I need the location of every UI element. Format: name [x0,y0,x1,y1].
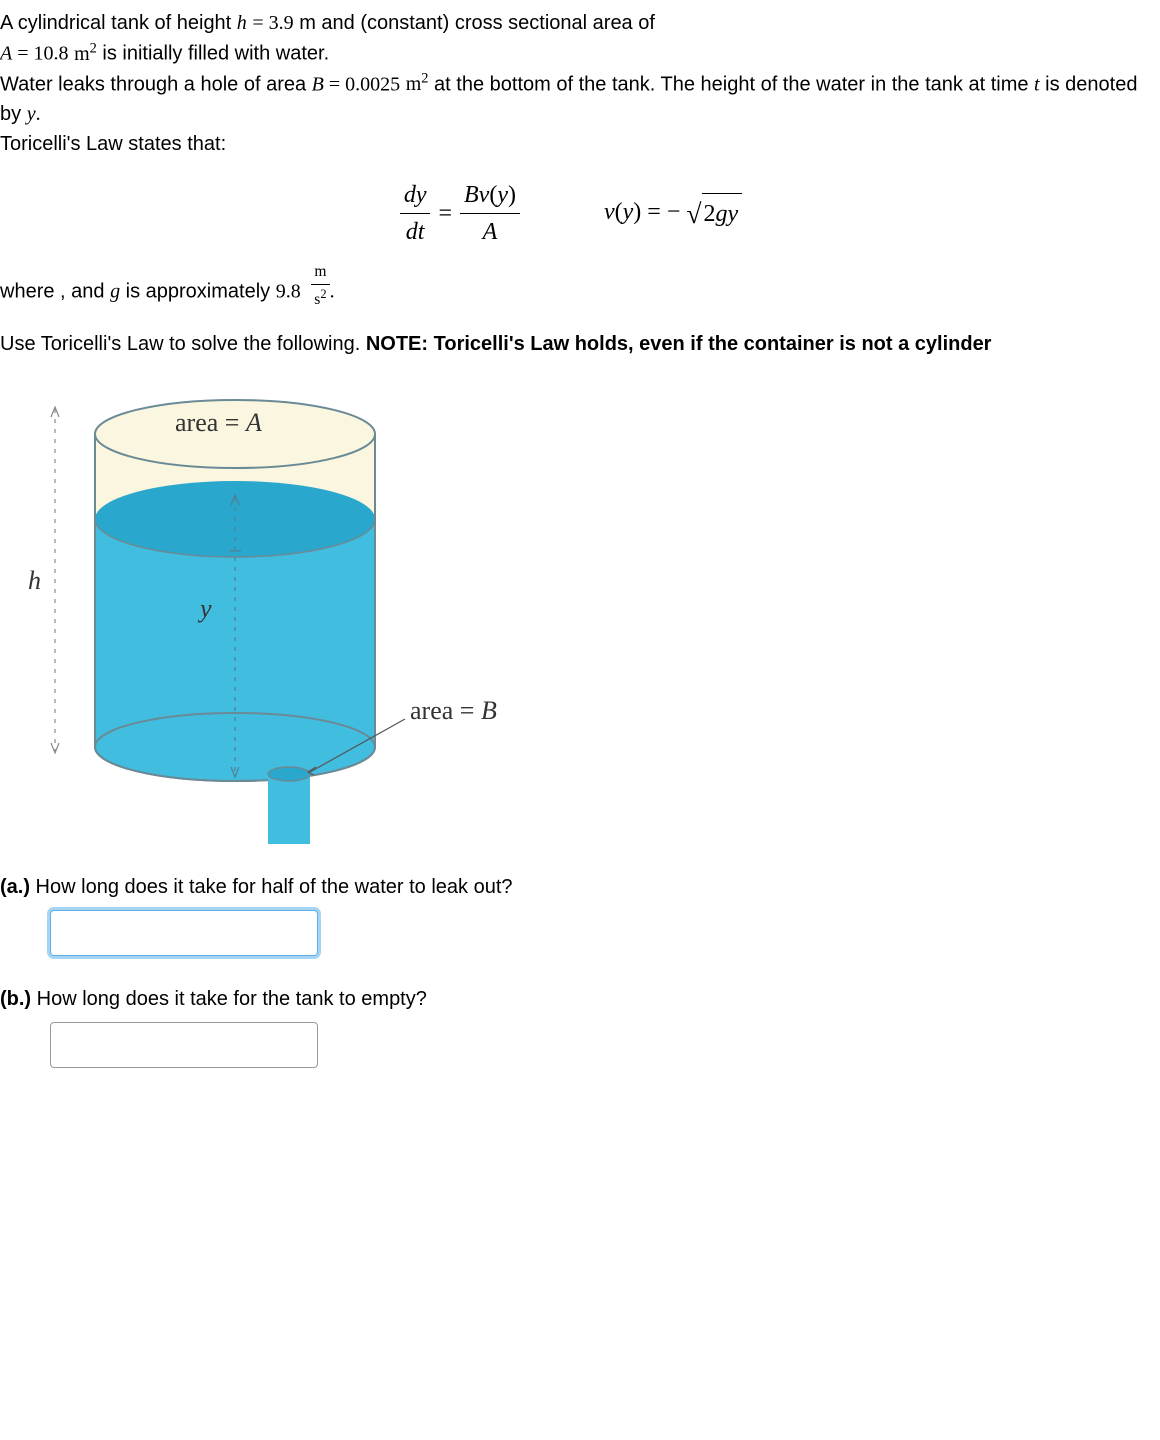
eq-sign: = [12,43,33,65]
vy: v [604,199,615,225]
eq-sign: = [438,201,458,227]
unit-ms2: ms2 [306,281,329,303]
frac-Bv-A: Bv(y) A [460,177,520,250]
question-b: (b.) How long does it take for the tank … [0,984,1140,1014]
var-g: g [110,281,120,303]
period: . [330,281,335,303]
problem-text: A cylindrical tank of height h = 3.9 m a… [0,8,1140,159]
qb-label: (b.) [0,988,31,1010]
eq-sign: = [324,73,345,95]
where-line: where , and g is approximately 9.8 ms2. [0,260,1140,311]
paren: ( [615,199,623,225]
period: . [36,103,41,125]
val-B: 0.0025 [345,73,400,95]
where-text: where , and [0,281,110,303]
equation-line: dy dt = Bv(y) A v(y) = − √2gy [0,177,1140,250]
intro-text: at the bottom of the tank. The height of… [429,73,1035,95]
var-A: A [0,43,12,65]
unit-m2: m2 [74,43,97,65]
svg-text:h: h [28,566,41,595]
var-y: y [623,199,634,225]
unit-m2: m2 [406,73,429,95]
tank-diagram: h area = A y area = B [10,379,1140,858]
svg-text:area = A: area = A [175,408,262,437]
question-a: (a.) How long does it take for half of t… [0,872,1140,902]
eq-sign: = [252,12,268,34]
val-h: 3.9 [269,12,294,34]
answer-input-a[interactable] [50,910,318,956]
svg-text:area = B: area = B [410,696,497,725]
solve-note: NOTE: Toricelli's Law holds, even if the… [366,333,992,355]
svg-text:y: y [197,594,212,623]
val-g: 9.8 [276,281,301,303]
solve-line: Use Toricelli's Law to solve the followi… [0,329,1140,359]
intro-text: Water leaks through a hole of area [0,73,312,95]
qb-text: How long does it take for the tank to em… [31,988,427,1010]
var-h: h [237,12,247,34]
where-text: is approximately [120,281,276,303]
frac-dy-dt: dy dt [400,177,431,250]
sqrt-2gy: √2gy [686,193,742,235]
qa-text: How long does it take for half of the wa… [30,876,513,898]
var-B: B [312,73,324,95]
paren: ) = − [633,199,680,225]
val-A: 10.8 [34,43,69,65]
solve-text: Use Toricelli's Law to solve the followi… [0,333,366,355]
intro-text: A cylindrical tank of height [0,12,237,34]
answer-input-b[interactable] [50,1022,318,1068]
intro-text: is initially filled with water. [97,43,329,65]
intro-text: m and (constant) cross sectional area of [294,12,655,34]
var-y: y [27,103,36,125]
law-label: Toricelli's Law states that: [0,133,226,155]
qa-label: (a.) [0,876,30,898]
